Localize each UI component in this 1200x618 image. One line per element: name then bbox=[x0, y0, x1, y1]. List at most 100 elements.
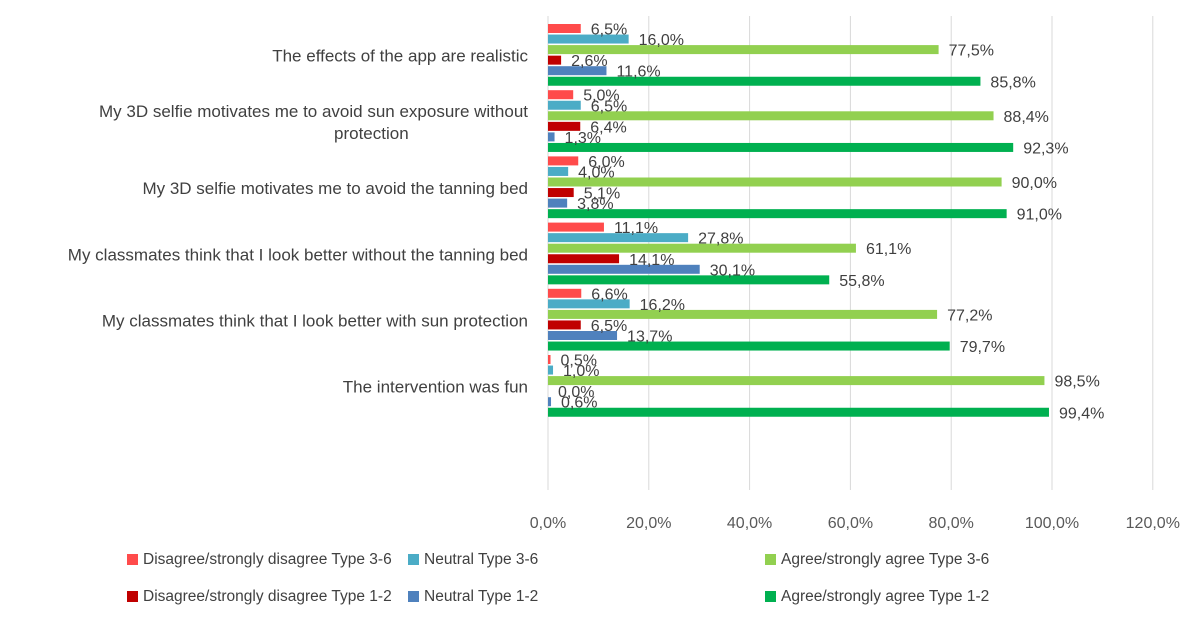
data-labels: 6,5%16,0%77,5%2,6%11,6%85,8%5,0%6,5%88,4… bbox=[558, 22, 1104, 423]
bar-1-0 bbox=[548, 90, 574, 100]
bar-4-4 bbox=[548, 331, 618, 340]
data-label-4-2: 77,2% bbox=[947, 307, 992, 324]
category-label-line-5-0: The intervention was fun bbox=[343, 378, 528, 397]
bar-2-5 bbox=[548, 209, 1007, 219]
legend-item-1: Neutral Type 3-6 bbox=[408, 551, 538, 568]
data-label-3-4: 30,1% bbox=[710, 262, 755, 279]
legend-item-5: Agree/strongly agree Type 1-2 bbox=[765, 588, 989, 605]
bar-1-1 bbox=[548, 100, 581, 110]
legend-label-4: Neutral Type 1-2 bbox=[424, 588, 538, 605]
bar-4-5 bbox=[548, 341, 950, 351]
gridlines bbox=[547, 16, 1154, 490]
legend-label-5: Agree/strongly agree Type 1-2 bbox=[781, 588, 989, 605]
bars bbox=[548, 24, 1049, 417]
bar-3-1 bbox=[548, 233, 689, 243]
data-label-2-0: 6,0% bbox=[588, 154, 624, 171]
legend-label-0: Disagree/strongly disagree Type 3-6 bbox=[143, 551, 392, 568]
legend-swatch-5 bbox=[765, 591, 776, 602]
bar-2-0 bbox=[548, 156, 579, 166]
category-label-3: My classmates think that I look better w… bbox=[68, 245, 528, 264]
data-label-1-5: 92,3% bbox=[1023, 140, 1068, 157]
bar-2-2 bbox=[548, 177, 1002, 187]
data-label-0-2: 77,5% bbox=[949, 43, 994, 60]
bar-5-2 bbox=[548, 376, 1045, 386]
bar-0-1 bbox=[548, 34, 629, 44]
x-tick-label-4: 80,0% bbox=[929, 515, 974, 532]
legend-swatch-3 bbox=[127, 591, 138, 602]
data-label-5-0: 0,5% bbox=[561, 353, 597, 370]
bar-2-1 bbox=[548, 166, 569, 176]
category-label-2: My 3D selfie motivates me to avoid the t… bbox=[142, 179, 528, 198]
data-label-0-5: 85,8% bbox=[990, 74, 1035, 91]
bar-0-5 bbox=[548, 76, 981, 86]
category-label-0: The effects of the app are realistic bbox=[272, 47, 528, 66]
legend: Disagree/strongly disagree Type 3-6 Neutr… bbox=[127, 551, 989, 605]
legend-swatch-2 bbox=[765, 554, 776, 565]
data-label-5-1: 1,0% bbox=[563, 363, 599, 380]
data-label-2-3: 5,1% bbox=[584, 186, 620, 203]
category-label-line-1-0: My 3D selfie motivates me to avoid sun e… bbox=[99, 102, 528, 121]
x-tick-label-3: 60,0% bbox=[828, 515, 873, 532]
x-tick-label-2: 40,0% bbox=[727, 515, 772, 532]
bar-3-3 bbox=[548, 254, 620, 264]
bar-4-2 bbox=[548, 309, 938, 319]
data-label-0-0: 6,5% bbox=[591, 22, 627, 39]
data-label-1-1: 6,5% bbox=[591, 98, 627, 115]
data-label-1-4: 1,3% bbox=[565, 130, 601, 147]
data-label-5-5: 99,4% bbox=[1059, 405, 1104, 422]
legend-label-1: Neutral Type 3-6 bbox=[424, 551, 538, 568]
legend-item-2: Agree/strongly agree Type 3-6 bbox=[765, 551, 989, 568]
legend-swatch-4 bbox=[408, 591, 419, 602]
data-label-3-3: 14,1% bbox=[629, 252, 674, 269]
x-tick-label-0: 0,0% bbox=[530, 515, 566, 532]
data-label-5-4: 0,6% bbox=[561, 395, 597, 412]
bar-0-2 bbox=[548, 45, 939, 55]
bar-3-2 bbox=[548, 243, 856, 253]
bar-3-4 bbox=[548, 264, 700, 274]
x-tick-label-6: 120,0% bbox=[1126, 515, 1180, 532]
bar-4-1 bbox=[548, 299, 630, 309]
bar-1-5 bbox=[548, 142, 1014, 152]
data-label-0-3: 2,6% bbox=[571, 53, 607, 70]
bar-0-4 bbox=[548, 66, 607, 76]
legend-item-4: Neutral Type 1-2 bbox=[408, 588, 538, 605]
category-label-4: My classmates think that I look better w… bbox=[102, 311, 528, 330]
bar-5-5 bbox=[548, 407, 1049, 417]
bar-5-0 bbox=[548, 355, 551, 364]
legend-item-3: Disagree/strongly disagree Type 1-2 bbox=[127, 588, 392, 605]
data-label-0-1: 16,0% bbox=[639, 32, 684, 49]
bar-1-3 bbox=[548, 121, 581, 131]
legend-swatch-1 bbox=[408, 554, 419, 565]
legend-label-3: Disagree/strongly disagree Type 1-2 bbox=[143, 588, 392, 605]
data-label-1-0: 5,0% bbox=[583, 88, 619, 105]
category-label-5: The intervention was fun bbox=[343, 378, 528, 397]
x-tick-label-5: 100,0% bbox=[1025, 515, 1079, 532]
category-label-line-3-0: My classmates think that I look better w… bbox=[68, 245, 528, 264]
category-label-line-1-1: protection bbox=[334, 124, 409, 143]
bar-1-2 bbox=[548, 111, 994, 121]
category-labels: The effects of the app are realistic My 3… bbox=[68, 47, 529, 397]
bar-4-0 bbox=[548, 288, 582, 298]
data-label-2-1: 4,0% bbox=[578, 164, 614, 181]
bar-5-1 bbox=[548, 365, 554, 375]
category-label-line-0-0: The effects of the app are realistic bbox=[272, 47, 528, 66]
data-label-2-5: 91,0% bbox=[1017, 207, 1062, 224]
data-label-4-5: 79,7% bbox=[960, 339, 1005, 356]
bar-1-4 bbox=[548, 132, 555, 142]
legend-swatch-0 bbox=[127, 554, 138, 565]
data-label-4-0: 6,6% bbox=[591, 286, 627, 303]
data-label-4-3: 6,5% bbox=[591, 318, 627, 335]
data-label-4-4: 13,7% bbox=[627, 329, 672, 346]
bar-0-3 bbox=[548, 55, 562, 65]
category-label-line-2-0: My 3D selfie motivates me to avoid the t… bbox=[142, 179, 528, 198]
data-label-2-2: 90,0% bbox=[1012, 175, 1057, 192]
data-label-5-3: 0,0% bbox=[558, 384, 594, 401]
data-label-3-1: 27,8% bbox=[698, 231, 743, 248]
bar-4-3 bbox=[548, 320, 581, 330]
x-axis-ticks: 0,0% 20,0% 40,0% 60,0% 80,0% 100,0% 120,0% bbox=[530, 515, 1180, 532]
bar-2-4 bbox=[548, 198, 568, 208]
data-label-2-4: 3,8% bbox=[577, 196, 613, 213]
data-label-3-0: 11,1% bbox=[614, 220, 658, 237]
legend-label-2: Agree/strongly agree Type 3-6 bbox=[781, 551, 989, 568]
